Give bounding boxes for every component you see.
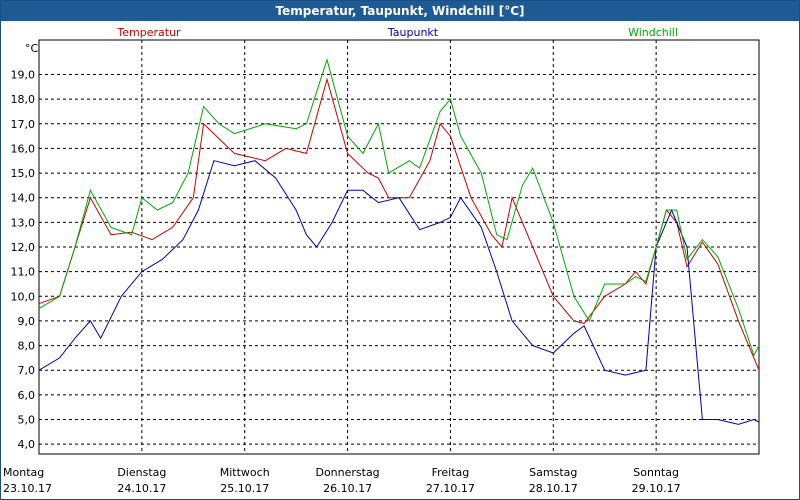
y-axis-ticks: 4,0 5,0 6,0 7,0 8,0 9,0 10,0 11,0 12,0 13,0 14,0 15… [11, 69, 36, 452]
legend-item-taupunkt: Taupunkt [387, 26, 439, 39]
y-tick-label: 13,0 [11, 216, 36, 229]
chart-area: 4,0 5,0 6,0 7,0 8,0 9,0 10,0 11,0 12,0 13,0 14,0 15… [3, 26, 760, 495]
y-tick-label: 10,0 [11, 290, 36, 303]
legend-item-temperatur: Temperatur [116, 26, 181, 39]
y-tick-label: 17,0 [11, 118, 36, 131]
grid [39, 40, 759, 454]
window-title: Temperatur, Taupunkt, Windchill [°C] [1, 1, 799, 21]
y-tick-label: 6,0 [18, 389, 36, 402]
y-tick-label: 11,0 [11, 266, 36, 279]
y-tick-label: 14,0 [11, 192, 36, 205]
y-tick-label: 9,0 [18, 315, 36, 328]
x-tick-day: Donnerstag [315, 466, 379, 479]
series-line-taupunkt [38, 160, 760, 425]
x-tick-day: Freitag [432, 466, 470, 479]
legend-item-windchill: Windchill [628, 26, 678, 39]
x-tick-date: 29.10.17 [632, 482, 681, 495]
y-tick-label: 15,0 [11, 167, 36, 180]
x-tick-day: Montag [3, 466, 44, 479]
x-axis-ticks: Montag 23.10.17 Dienstag 24.10.17 Mittwoch 25… [3, 466, 681, 495]
x-tick-date: 25.10.17 [220, 482, 269, 495]
series-line-temperatur [38, 77, 760, 371]
series-line-windchill [38, 57, 760, 357]
y-tick-label: 18,0 [11, 93, 36, 106]
x-tick-day: Sonntag [633, 466, 679, 479]
x-tick-day: Mittwoch [220, 466, 270, 479]
y-tick-label: 7,0 [18, 364, 36, 377]
y-tick-label: 8,0 [18, 340, 36, 353]
x-tick-date: 24.10.17 [117, 482, 166, 495]
x-tick-day: Samstag [529, 466, 577, 479]
legend: Temperatur Taupunkt Windchill [116, 26, 678, 39]
x-tick-day: Dienstag [117, 466, 166, 479]
x-tick-date: 26.10.17 [323, 482, 372, 495]
x-tick-date: 27.10.17 [426, 482, 475, 495]
y-axis-unit-label: °C [25, 42, 39, 55]
x-tick-date: 23.10.17 [3, 482, 52, 495]
y-tick-label: 19,0 [11, 69, 36, 82]
y-tick-label: 16,0 [11, 142, 36, 155]
plot-border [38, 39, 760, 455]
y-tick-label: 5,0 [18, 414, 36, 427]
plot-frame [38, 39, 760, 455]
series-lines [38, 57, 760, 425]
y-tick-label: 12,0 [11, 241, 36, 254]
y-tick-label: 4,0 [18, 438, 36, 451]
x-tick-date: 28.10.17 [529, 482, 578, 495]
